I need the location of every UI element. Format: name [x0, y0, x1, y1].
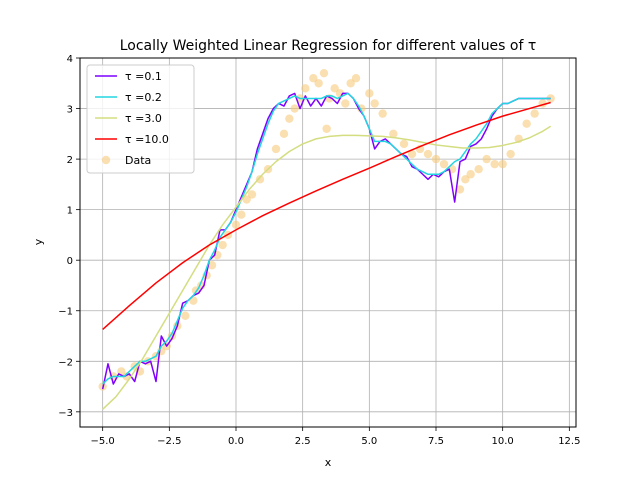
plot-frame — [79, 57, 577, 428]
y-tick-label: −3 — [58, 408, 73, 419]
legend-label-0-1: τ =0.1 — [125, 70, 162, 83]
data-point — [285, 114, 294, 123]
legend-swatch-data — [101, 155, 111, 165]
data-point — [482, 154, 491, 164]
data-point — [466, 170, 475, 179]
data-point — [407, 149, 417, 159]
scatter-layer — [98, 68, 555, 391]
data-point — [242, 195, 251, 204]
x-tick-label: −5.0 — [91, 436, 115, 447]
x-axis-label: x — [325, 456, 332, 469]
y-tick-label: −1 — [58, 307, 73, 318]
data-point — [530, 109, 539, 118]
data-point — [319, 68, 329, 78]
y-axis: −3 −2 −1 0 1 2 3 4 — [58, 54, 80, 419]
y-tick-label: 4 — [67, 54, 73, 65]
data-point — [498, 159, 507, 169]
data-point — [301, 84, 310, 93]
data-point — [231, 220, 241, 230]
y-tick-label: −2 — [58, 357, 73, 368]
data-point — [290, 104, 299, 113]
x-tick-label: 12.5 — [558, 436, 580, 447]
legend-box — [86, 64, 195, 174]
data-point — [346, 79, 355, 88]
data-point — [279, 129, 289, 139]
data-point — [474, 165, 483, 174]
x-axis: −5.0 −2.5 0.0 2.5 5.0 7.5 10.0 12.5 — [91, 427, 580, 447]
legend-label-10-0: τ =10.0 — [125, 133, 169, 146]
data-point — [455, 185, 465, 194]
data-point — [181, 311, 190, 320]
y-axis-label: y — [32, 238, 45, 245]
data-point — [237, 210, 246, 219]
chart-title: Locally Weighted Linear Regression for d… — [120, 38, 537, 54]
data-point — [218, 240, 227, 250]
x-tick-label: 2.5 — [295, 436, 311, 447]
data-point — [506, 149, 515, 159]
data-point — [439, 159, 449, 169]
legend-label-data: Data — [125, 154, 151, 167]
y-tick-label: 1 — [67, 206, 73, 217]
data-point — [309, 74, 318, 83]
data-point — [255, 175, 265, 184]
data-point — [365, 89, 374, 98]
x-tick-label: −2.5 — [157, 436, 181, 447]
data-point — [423, 149, 433, 159]
data-point — [271, 144, 281, 154]
x-tick-label: 0.0 — [228, 436, 244, 447]
series-line-0-2 — [102, 92, 551, 385]
data-point — [389, 129, 398, 139]
lines-layer — [101, 92, 552, 410]
y-tick-label: 3 — [67, 105, 73, 116]
legend-label-3-0: τ =3.0 — [125, 112, 162, 125]
data-point — [207, 261, 217, 270]
legend: τ =0.1 τ =0.2 τ =3.0 τ =10.0 Data — [86, 64, 195, 174]
x-tick-label: 10.0 — [492, 436, 514, 447]
data-point — [247, 190, 257, 199]
series-line-10-0 — [102, 101, 551, 330]
data-point — [314, 79, 323, 88]
data-point — [330, 84, 339, 93]
data-point — [378, 109, 387, 118]
data-point — [370, 99, 379, 108]
x-tick-label: 7.5 — [428, 436, 444, 447]
data-point — [522, 119, 531, 128]
data-point — [322, 124, 331, 133]
y-tick-label: 2 — [67, 155, 73, 166]
data-point — [461, 175, 470, 184]
data-point — [399, 139, 409, 149]
x-tick-label: 5.0 — [361, 436, 377, 447]
data-point — [341, 99, 350, 108]
y-tick-label: 0 — [67, 256, 73, 267]
data-point — [431, 154, 441, 164]
data-point — [490, 159, 499, 169]
series-line-3-0 — [102, 125, 552, 410]
data-point — [351, 74, 361, 83]
legend-label-0-2: τ =0.2 — [125, 91, 162, 104]
